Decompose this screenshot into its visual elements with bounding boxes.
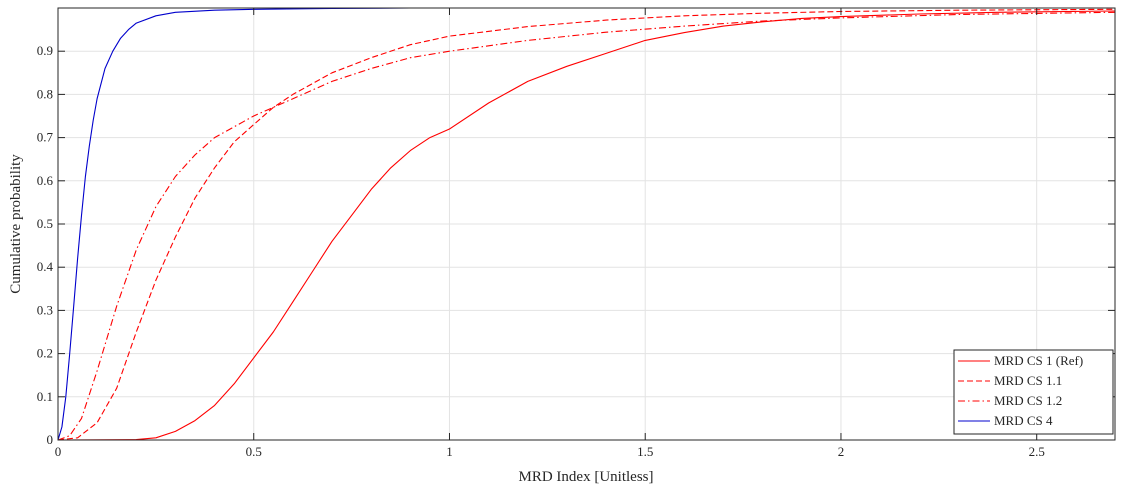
series-line-4	[57, 7, 411, 441]
grid-lines	[58, 8, 1115, 440]
x-tick-label: 2.5	[1029, 444, 1045, 459]
y-tick-label: 0.9	[37, 43, 53, 58]
series-line-2	[57, 8, 1116, 441]
y-tick-label: 0.8	[37, 86, 53, 101]
y-axis-label: Cumulative probability	[8, 154, 24, 294]
legend-label: MRD CS 4	[994, 413, 1053, 428]
x-tick-label: 1	[446, 444, 453, 459]
legend-label: MRD CS 1.2	[994, 393, 1062, 408]
y-tick-label: 0.2	[37, 346, 53, 361]
ticks: 0 0.5 1 1.5 2 2.5 0 0.1 0.2 0.3 0.4 0.5 0.6 0.7 0.8 0.9	[37, 8, 1115, 459]
x-tick-label: 1.5	[637, 444, 653, 459]
y-tick-label: 0	[47, 432, 54, 447]
x-tick-label: 0.5	[246, 444, 262, 459]
y-tick-label: 0.3	[37, 302, 53, 317]
y-tick-label: 0.4	[37, 259, 54, 274]
series-lines	[57, 7, 1116, 441]
y-tick-label: 0.7	[37, 130, 54, 145]
series-line-1	[57, 10, 1116, 441]
y-tick-label: 0.1	[37, 389, 53, 404]
legend: MRD CS 1 (Ref) MRD CS 1.1 MRD CS 1.2 MRD CS…	[953, 349, 1114, 435]
series-line-3	[57, 11, 1116, 441]
x-tick-label: 0	[55, 444, 62, 459]
y-tick-label: 0.6	[37, 173, 54, 188]
y-tick-label: 0.5	[37, 216, 53, 231]
legend-box	[953, 349, 1114, 435]
legend-label: MRD CS 1 (Ref)	[994, 353, 1083, 368]
legend-label: MRD CS 1.1	[994, 373, 1062, 388]
x-tick-label: 2	[838, 444, 845, 459]
x-axis-label: MRD Index [Unitless]	[519, 469, 654, 485]
